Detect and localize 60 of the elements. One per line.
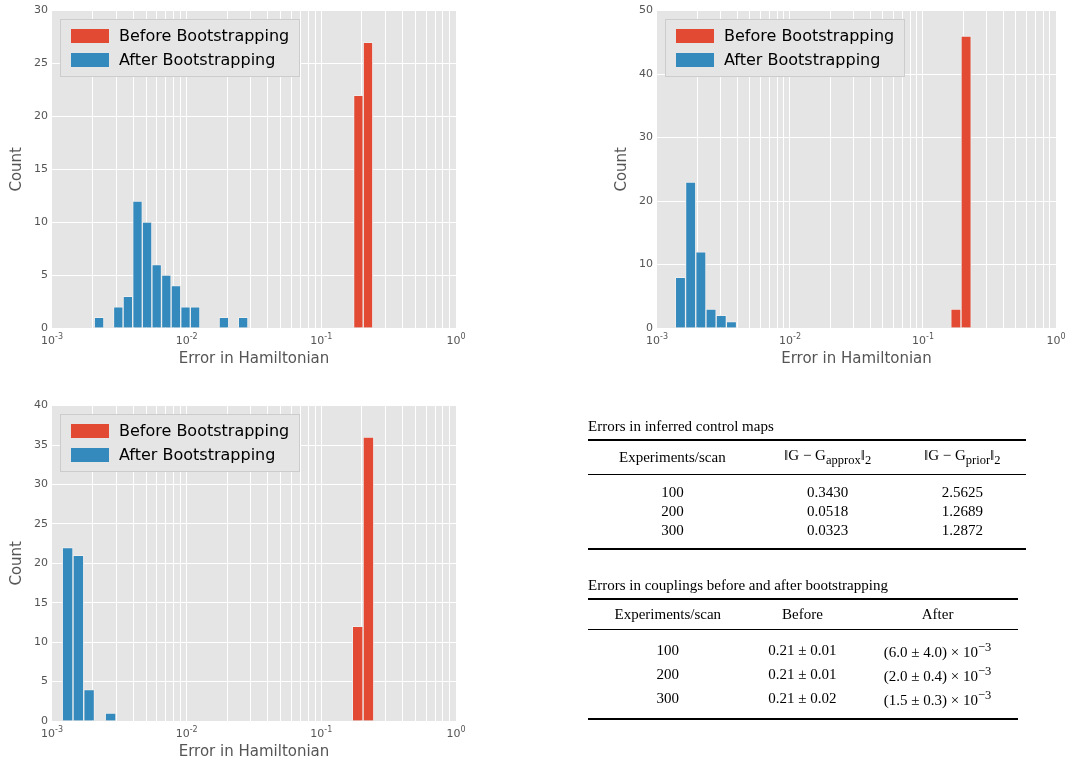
y-tick-label: 15 [34, 595, 48, 609]
y-axis-title: Count [6, 146, 25, 192]
y-axis-title: Count [6, 540, 25, 586]
text: 100 [655, 640, 681, 660]
y-tick-label: 25 [34, 516, 48, 530]
y-tick-label: 25 [34, 56, 48, 70]
text: (2.0 ± 0.4) × 10$^{−3}$ [882, 663, 993, 686]
text: 1.2872 [940, 521, 984, 540]
text: 200 [660, 502, 685, 521]
text: 0.0323 [806, 521, 850, 540]
text: ‖G − G$_{approx}$‖$_{2}$ [756, 440, 899, 475]
legend-label: Before Bootstrapping [118, 421, 290, 441]
text: 1.2689 [940, 502, 984, 521]
y-tick-label: 10 [639, 257, 653, 271]
y-tick-label: 10 [34, 215, 48, 229]
text: 0.3430 [806, 483, 850, 502]
y-tick-label: 30 [34, 477, 48, 491]
y-tick-label: 30 [639, 130, 653, 144]
y-tick-label: 30 [34, 3, 48, 17]
text: ‖G − G$_{prior}$‖$_{2}$ [898, 440, 1026, 475]
text: 300 [660, 521, 685, 540]
text: 0.0518 [806, 502, 850, 521]
y-tick-label: 35 [34, 437, 48, 451]
text: Experiments/scan [588, 599, 748, 630]
y-tick-label: 5 [41, 267, 48, 281]
text: Experiments/scan [588, 440, 757, 475]
text: 0.21 ± 0.01 [767, 664, 838, 684]
legend-label: After Bootstrapping [118, 50, 276, 70]
text: (6.0 ± 4.0) × 10$^{−3}$ [882, 639, 993, 662]
x-axis-title: Error in Hamiltonian [781, 348, 932, 367]
y-tick-label: 0 [41, 713, 48, 727]
text: 2.5625 [940, 483, 984, 502]
y-tick-label: 20 [34, 109, 48, 123]
text: 300 [655, 688, 681, 708]
y-tick-label: 0 [41, 320, 48, 334]
text: Errors in inferred control maps [588, 418, 775, 435]
y-tick-label: 0 [646, 320, 653, 334]
text: 200 [655, 664, 681, 684]
legend-label: After Bootstrapping [723, 50, 881, 70]
x-axis-title: Error in Hamiltonian [178, 348, 330, 367]
legend-label: Before Bootstrapping [723, 26, 895, 46]
x-axis-title: Error in Hamiltonian [178, 741, 330, 760]
y-tick-label: 40 [34, 398, 48, 412]
y-tick-label: 50 [639, 3, 653, 17]
text: (1.5 ± 0.3) × 10$^{−3}$ [882, 687, 993, 710]
y-axis-title: Count [611, 146, 630, 192]
text: Errors in couplings before and after bootstrapping [588, 577, 889, 594]
y-tick-label: 5 [41, 674, 48, 688]
y-tick-label: 20 [34, 556, 48, 570]
text: 0.21 ± 0.02 [767, 688, 838, 708]
y-tick-label: 10 [34, 635, 48, 649]
text: Before [747, 599, 858, 630]
y-tick-label: 20 [639, 193, 653, 207]
y-tick-label: 15 [34, 162, 48, 176]
legend-label: After Bootstrapping [118, 445, 276, 465]
text: After [857, 599, 1018, 630]
legend-label: Before Bootstrapping [118, 26, 290, 46]
text: 0.21 ± 0.01 [767, 640, 838, 660]
y-tick-label: 40 [639, 66, 653, 80]
text: 100 [660, 483, 685, 502]
